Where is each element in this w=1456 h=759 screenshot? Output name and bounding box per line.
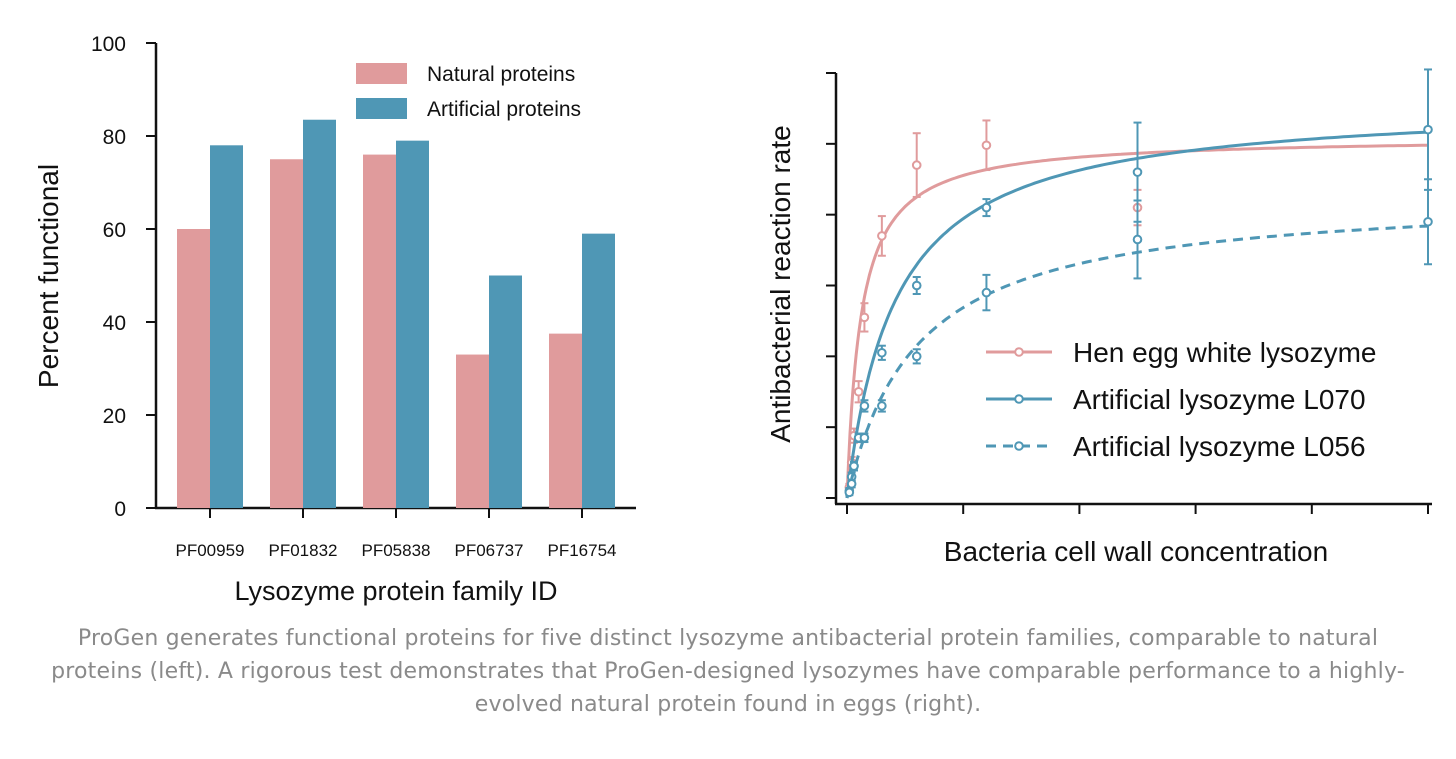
- legend-label-l056: Artificial lysozyme L056: [1073, 431, 1366, 462]
- bar-artificial: [210, 145, 243, 509]
- legend-swatch-natural: [356, 63, 407, 84]
- bar-artificial: [489, 275, 522, 508]
- bar-artificial: [582, 233, 615, 508]
- line-y-axis-label: Antibacterial reaction rate: [765, 125, 796, 443]
- data-point-l056: [1423, 216, 1433, 227]
- bar-y-tick-label: 60: [103, 219, 126, 242]
- data-point-l056: [981, 287, 992, 298]
- fit-curve-hen-egg: [845, 143, 1429, 499]
- bar-y-tick-label: 40: [103, 312, 126, 335]
- data-point-l070: [1423, 124, 1433, 135]
- data-point-hen-egg: [981, 140, 992, 151]
- bar-x-tick-label: PF05838: [362, 541, 431, 560]
- legend-label-hen-egg: Hen egg white lysozyme: [1073, 337, 1376, 368]
- data-point-l070: [911, 280, 922, 291]
- bar-natural: [549, 333, 582, 508]
- data-point-l056: [849, 461, 859, 471]
- bar-x-tick-label: PF00959: [176, 541, 245, 560]
- line-x-axis-label: Bacteria cell wall concentration: [944, 536, 1328, 567]
- data-point-l070: [859, 401, 870, 411]
- data-point-l070: [981, 202, 992, 213]
- fit-curve-l070: [845, 130, 1429, 499]
- figure: Natural proteins Artificial proteins Perc…: [33, 33, 1433, 606]
- bar-x-tick-label: PF01832: [269, 541, 338, 560]
- bar-x-axis-label: Lysozyme protein family ID: [234, 576, 557, 606]
- legend-marker-hen-egg: [1014, 347, 1024, 357]
- bar-artificial: [396, 140, 429, 508]
- data-point-l056: [846, 479, 857, 489]
- data-point-l056: [877, 401, 887, 411]
- legend-label-artificial: Artificial proteins: [427, 98, 581, 121]
- legend-marker-l070: [1014, 394, 1024, 404]
- data-point-hen-egg: [859, 312, 870, 323]
- legend-label-l070: Artificial lysozyme L070: [1073, 384, 1366, 415]
- data-point-hen-egg: [877, 231, 887, 241]
- bar-y-tick-label: 80: [103, 126, 126, 149]
- data-point-l056: [1132, 234, 1143, 245]
- bar-natural: [456, 354, 489, 508]
- data-point-l056: [911, 351, 922, 362]
- data-point-hen-egg: [911, 160, 922, 170]
- bar-x-tick-label: PF16754: [548, 541, 617, 560]
- figure-caption: ProGen generates functional proteins for…: [51, 626, 1405, 717]
- bar-y-tick-label: 20: [103, 405, 126, 428]
- bar-y-tick-label: 100: [91, 33, 126, 56]
- bar-chart: Natural proteins Artificial proteins Perc…: [33, 33, 636, 606]
- data-point-l056: [844, 487, 855, 498]
- legend-swatch-artificial: [356, 98, 407, 119]
- bar-natural: [270, 159, 303, 508]
- bar-x-tick-label: PF06737: [455, 541, 524, 560]
- bar-natural: [363, 154, 396, 508]
- bar-natural: [177, 229, 210, 508]
- data-point-l070: [1132, 167, 1143, 177]
- data-point-hen-egg: [853, 386, 864, 397]
- bar-y-tick-label: 0: [114, 498, 126, 521]
- legend-marker-l056: [1014, 441, 1024, 451]
- data-point-l056: [859, 432, 870, 443]
- legend-label-natural: Natural proteins: [427, 63, 575, 86]
- line-chart: Hen egg white lysozyme Artificial lysozym…: [765, 68, 1433, 567]
- bar-legend: Natural proteins Artificial proteins: [356, 63, 581, 121]
- bar-artificial: [303, 119, 336, 508]
- data-point-l070: [877, 347, 887, 358]
- line-legend: Hen egg white lysozyme Artificial lysozym…: [986, 337, 1376, 462]
- bar-y-axis-label: Percent functional: [33, 164, 64, 388]
